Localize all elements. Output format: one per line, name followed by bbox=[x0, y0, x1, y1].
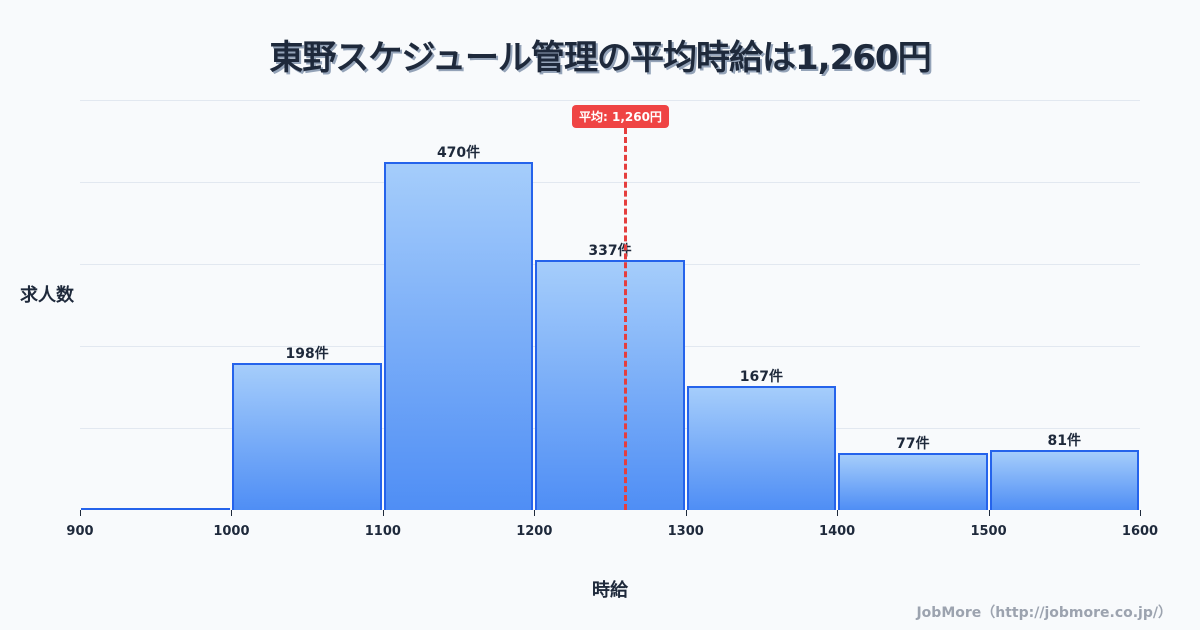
x-tick bbox=[382, 510, 384, 516]
x-tick-label: 1400 bbox=[819, 524, 856, 539]
histogram-bar bbox=[989, 450, 1139, 510]
bar-value-label: 337件 bbox=[588, 243, 632, 260]
histogram-bar bbox=[535, 260, 685, 510]
x-tick bbox=[685, 510, 687, 516]
x-axis-label: 時給 bbox=[592, 580, 628, 601]
histogram-bar bbox=[838, 453, 988, 510]
mean-badge: 平均: 1,260円 bbox=[572, 105, 669, 128]
x-tick-label: 1100 bbox=[364, 524, 401, 539]
y-axis-label: 求人数 bbox=[20, 285, 74, 306]
x-tick-label: 1300 bbox=[667, 524, 704, 539]
histogram-bar bbox=[81, 508, 231, 510]
x-tick-label: 1600 bbox=[1121, 524, 1159, 539]
gridline bbox=[80, 100, 1140, 101]
histogram-bar bbox=[383, 162, 534, 510]
chart-title: 東野スケジュール管理の平均時給は1,260円 bbox=[269, 38, 931, 78]
bar-value-label: 167件 bbox=[739, 369, 784, 386]
x-tick bbox=[231, 510, 233, 516]
bar-value-label: 470件 bbox=[436, 145, 481, 161]
bar-value-label: 198件 bbox=[285, 346, 329, 363]
bar-value-label: 81件 bbox=[1047, 433, 1082, 450]
histogram-bar bbox=[686, 386, 837, 510]
credit-text: JobMore（http://jobmore.co.jp/） bbox=[916, 605, 1172, 621]
x-tick bbox=[80, 510, 81, 516]
plot-area: 198件 470件 337件 167件 77件 81件 bbox=[80, 100, 1140, 510]
bar-value-label: 77件 bbox=[896, 435, 930, 452]
x-tick bbox=[1140, 510, 1141, 516]
x-tick bbox=[837, 510, 839, 516]
x-axis bbox=[80, 510, 1140, 512]
x-tick-label: 1500 bbox=[970, 524, 1007, 539]
x-tick bbox=[534, 510, 536, 516]
x-tick-label: 900 bbox=[66, 524, 94, 539]
mean-line bbox=[624, 128, 627, 510]
gridline bbox=[80, 182, 1140, 183]
x-tick bbox=[988, 510, 990, 516]
x-tick-label: 1000 bbox=[213, 524, 250, 539]
histogram-bar bbox=[232, 363, 382, 510]
x-tick-label: 1200 bbox=[516, 524, 553, 539]
